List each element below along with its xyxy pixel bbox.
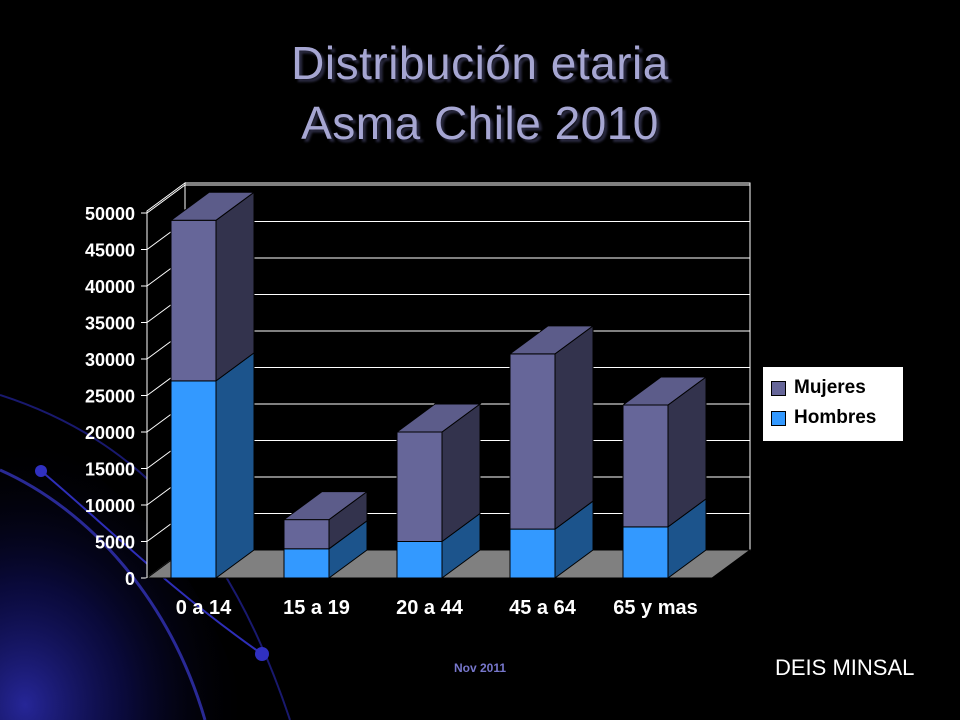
bar-hombres-4 [622,526,669,579]
y-tick-label: 25000 [85,387,135,407]
slide-title-line1: Distribución etaria [291,37,669,89]
gridline [146,184,750,214]
bar-top-0 [169,191,256,221]
legend-label-mujeres: Mujeres [794,377,866,398]
y-tick-label: 50000 [85,204,135,224]
bar-mujeres-4 [622,404,669,528]
x-tick-label: 15 a 19 [283,597,350,619]
legend-swatch-hombres [771,410,786,426]
legend-item-mujeres: Mujeres [771,373,903,403]
bar-side-hombres-0 [215,351,255,579]
y-tick-label: 0 [125,569,135,589]
x-tick-label: 65 y mas [613,597,698,619]
bar-mujeres-3 [509,353,556,530]
bar-side-mujeres-0 [215,191,255,382]
footer-source: DEIS MINSAL [775,655,915,680]
y-tick-label: 45000 [85,241,135,261]
y-tick-label: 30000 [85,350,135,370]
bar-top-1 [282,491,369,521]
bar-top-3 [508,325,595,355]
y-tick-label: 5000 [95,533,135,553]
bar-hombres-3 [509,528,556,579]
bar-hombres-2 [396,541,443,579]
y-tick-label: 40000 [85,277,135,297]
x-tick-label: 20 a 44 [396,597,464,619]
bar-top-2 [395,403,482,433]
bar-mujeres-2 [396,431,443,542]
legend-item-hombres: Hombres [771,403,903,433]
footer-date: Nov 2011 [453,661,507,675]
bar-hombres-1 [283,548,330,579]
y-tick-label: 15000 [85,460,135,480]
legend-label-hombres: Hombres [794,407,877,428]
legend-swatch-mujeres [771,380,786,396]
bar-mujeres-0 [170,219,217,382]
bar-hombres-0 [170,380,217,579]
bar-mujeres-1 [283,519,330,550]
x-tick-label: 0 a 14 [176,597,232,619]
chart-legend: Mujeres Hombres [762,366,904,442]
y-tick-label: 20000 [85,423,135,443]
x-tick-label: 45 a 64 [509,597,577,619]
bar-top-4 [621,376,708,406]
y-tick-label: 10000 [85,496,135,516]
bar-side-mujeres-3 [554,324,594,531]
slide-title-line2: Asma Chile 2010 [301,97,659,149]
y-tick-label: 35000 [85,314,135,334]
